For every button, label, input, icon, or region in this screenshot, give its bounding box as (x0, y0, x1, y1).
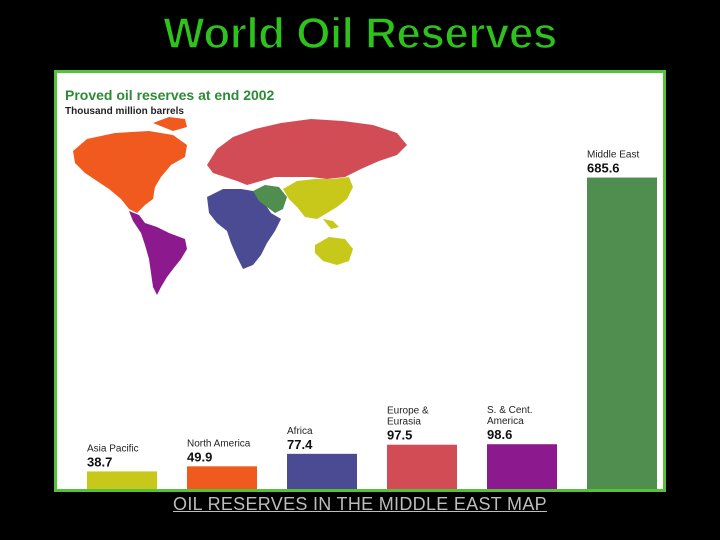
bar-value-label-5: 685.6 (587, 161, 620, 176)
bar-value-label-3: 97.5 (387, 428, 412, 443)
bar-3 (387, 444, 457, 489)
bar-category-label-3: Europe & (387, 406, 429, 417)
bar-value-label-1: 49.9 (187, 449, 212, 464)
bar-category-label-1: North America (187, 438, 251, 449)
slide-title: World Oil Reserves (162, 8, 558, 59)
bar-value-label-4: 98.6 (487, 427, 512, 442)
map-region-north-america (73, 117, 187, 213)
map-region-africa (207, 189, 281, 269)
bar-1 (187, 466, 257, 489)
bar-value-label-0: 38.7 (87, 454, 112, 469)
bar-category-label-2: Africa (287, 426, 313, 437)
map-region-south-central-america (129, 211, 187, 295)
bar-value-label-2: 77.4 (287, 437, 313, 452)
bar-category-label-5: Middle East (587, 150, 639, 161)
bar-0 (87, 471, 157, 489)
chart-subtitle: Thousand million barrels (65, 106, 184, 117)
map-region-middle-east (253, 185, 287, 213)
world-map (73, 117, 407, 295)
map-region-europe-eurasia (207, 119, 407, 185)
map-region-asia-pacific (283, 177, 353, 265)
bar-5 (587, 177, 657, 489)
bar-2 (287, 453, 357, 489)
oil-reserves-map-link[interactable]: OIL RESERVES IN THE MIDDLE EAST MAP (173, 494, 547, 514)
bar-category-label-4: America (487, 416, 524, 427)
chart-panel: Proved oil reserves at end 2002 Thousand… (54, 70, 666, 492)
chart-title: Proved oil reserves at end 2002 (65, 87, 275, 103)
oil-reserves-chart: Proved oil reserves at end 2002 Thousand… (65, 87, 657, 489)
bar-4 (487, 444, 557, 489)
bar-category-label-3: Eurasia (387, 417, 421, 428)
bar-category-label-0: Asia Pacific (87, 443, 139, 454)
bar-category-label-4: S. & Cent. (487, 405, 533, 416)
